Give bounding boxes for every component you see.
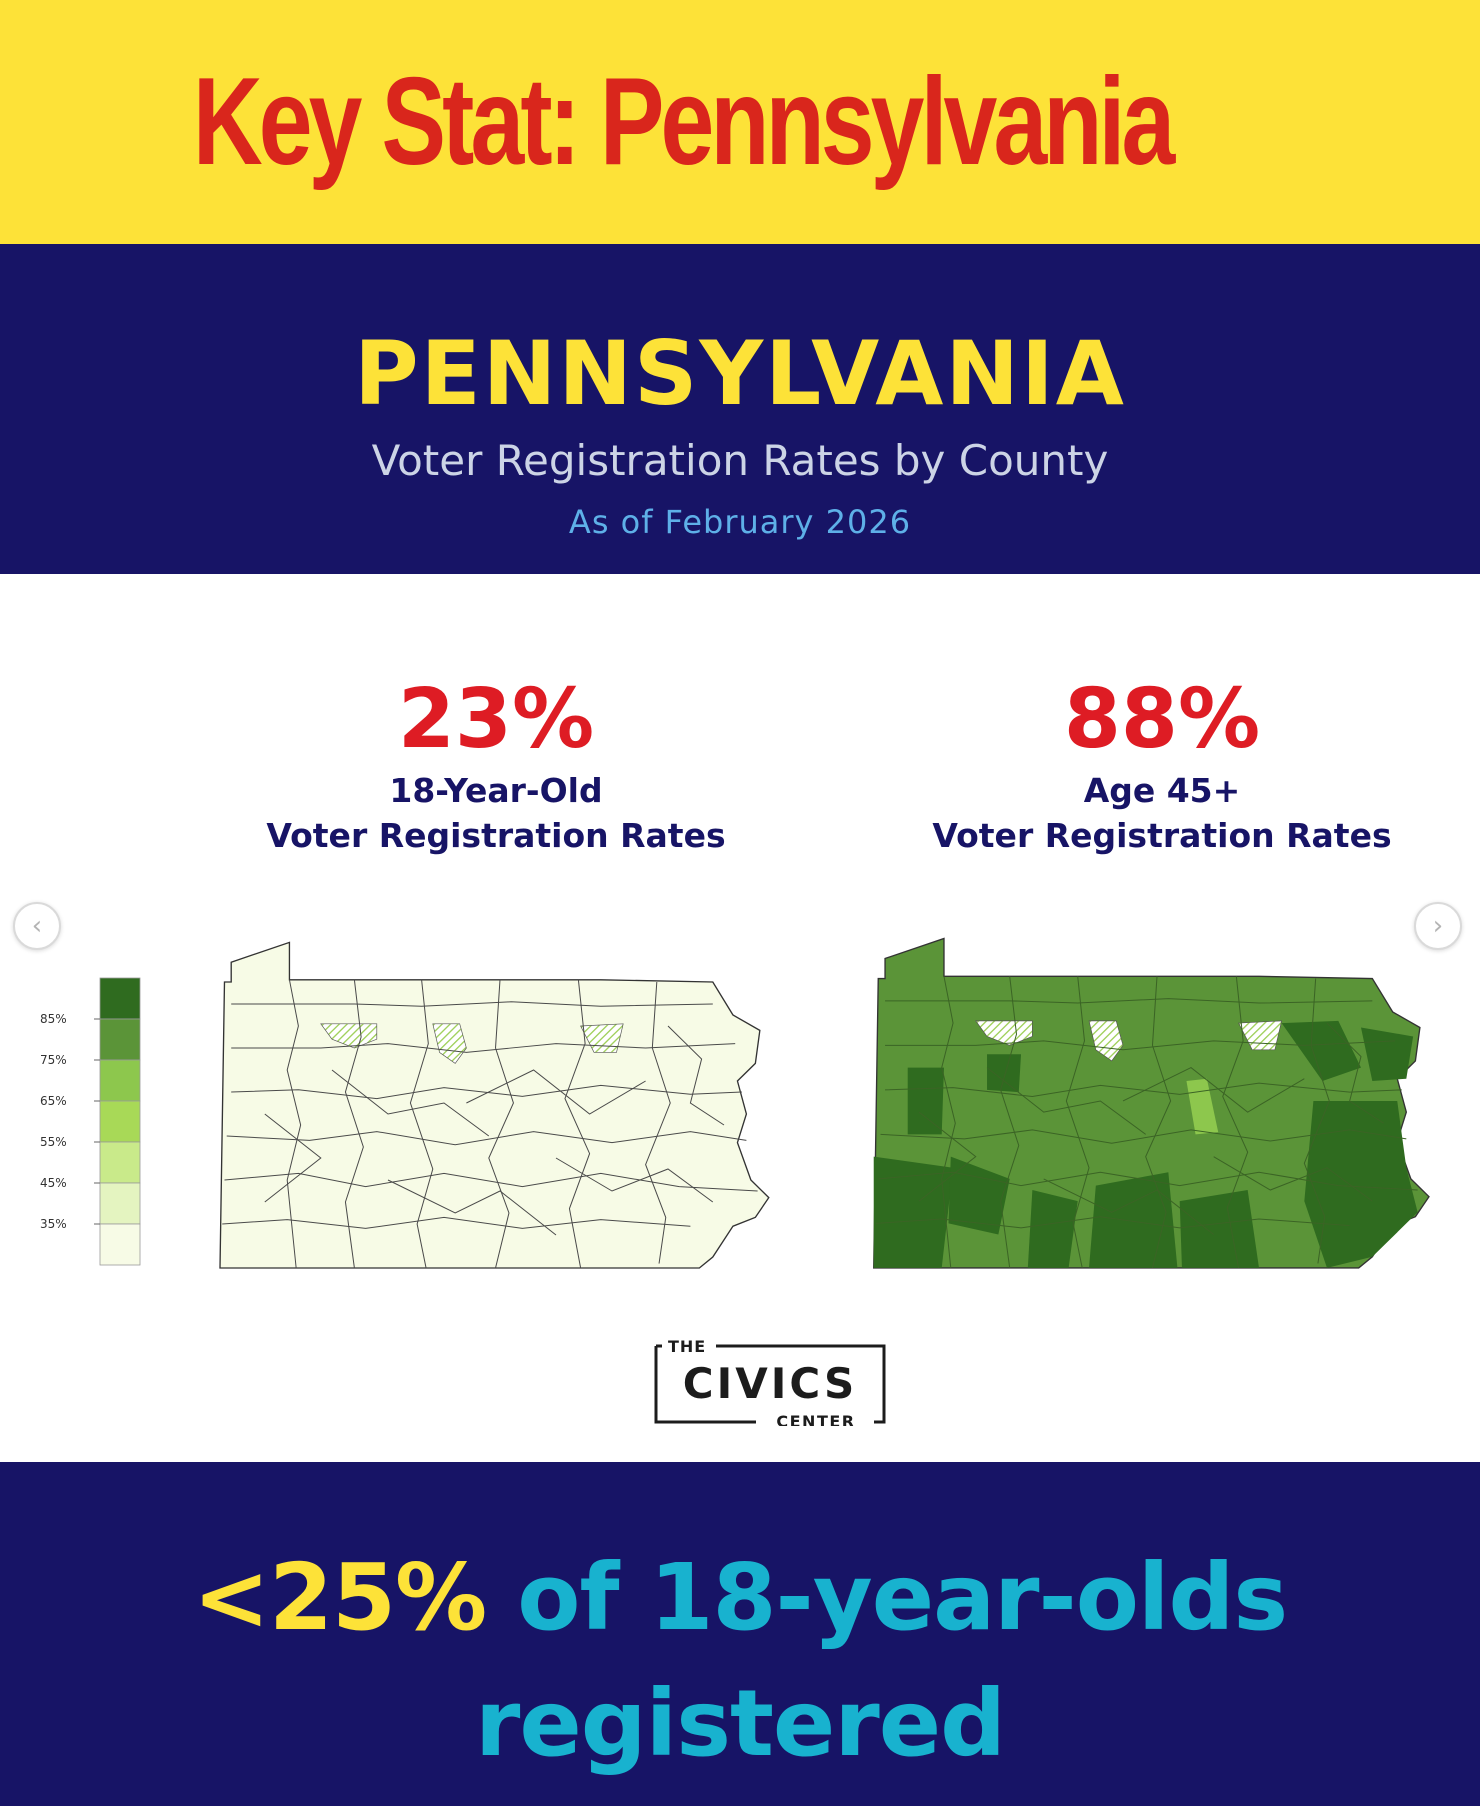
county-border xyxy=(1043,1178,1214,1235)
stat-label-line2: Voter Registration Rates xyxy=(266,816,726,855)
county-region xyxy=(1179,1190,1259,1268)
state-outline xyxy=(219,941,770,1269)
county-border xyxy=(264,1113,322,1203)
county-region xyxy=(948,1156,1010,1235)
county-border xyxy=(331,1069,490,1137)
chevron-left-icon: ‹ xyxy=(31,911,43,941)
stat-18-year-old: 23% 18-Year-Old Voter Registration Rates xyxy=(186,672,806,858)
bottom-band: <25% of 18-year-olds registered xyxy=(0,1462,1480,1806)
legend-tick-label: 35% xyxy=(40,1217,67,1231)
legend-scale xyxy=(94,977,141,1266)
county-border xyxy=(231,1001,713,1007)
county-border xyxy=(1000,976,1020,1268)
carousel-prev-button[interactable]: ‹ xyxy=(13,902,61,950)
map-18-year-old xyxy=(219,941,770,1269)
carousel-next-button[interactable]: › xyxy=(1414,902,1462,950)
county-region xyxy=(987,1054,1022,1093)
stat-value: 23% xyxy=(397,672,595,767)
county-region xyxy=(1089,1172,1178,1268)
stat-label-line1: Age 45+ xyxy=(1083,771,1241,810)
county-border xyxy=(885,1040,1396,1051)
county-border xyxy=(885,1082,1402,1098)
county-border xyxy=(1326,1022,1384,1124)
bottom-message-line2: registered xyxy=(475,1670,1006,1777)
county-no-data xyxy=(1088,1020,1124,1062)
legend-swatch xyxy=(99,977,141,1020)
county-border xyxy=(1213,1156,1373,1202)
county-border xyxy=(409,979,434,1269)
legend-swatch xyxy=(99,1059,141,1102)
county-region xyxy=(873,1156,954,1268)
map-age-45-plus xyxy=(873,937,1430,1269)
county-region xyxy=(1027,1190,1078,1268)
county-border xyxy=(224,1172,758,1192)
county-border xyxy=(667,1025,725,1126)
top-banner: Key Stat: Pennsylvania xyxy=(0,0,1480,244)
county-border xyxy=(344,979,364,1269)
county-border xyxy=(1145,976,1172,1269)
stat-age-45-plus: 88% Age 45+ Voter Registration Rates xyxy=(852,672,1472,858)
county-border xyxy=(466,1069,646,1115)
map-subtitle: Voter Registration Rates by County xyxy=(371,436,1109,485)
county-border xyxy=(231,1043,736,1053)
county-border xyxy=(880,1129,1407,1144)
state-title: PENNSYLVANIA xyxy=(354,322,1126,425)
county-region xyxy=(1360,1027,1414,1081)
page-headline: Key Stat: Pennsylvania xyxy=(192,53,1175,191)
county-region xyxy=(1281,1020,1361,1081)
county-border xyxy=(231,1084,742,1100)
legend-swatch xyxy=(99,1141,141,1184)
legend-swatch xyxy=(99,1018,141,1061)
legend-tick-label: 75% xyxy=(40,1053,67,1067)
county-border xyxy=(226,1131,747,1146)
legend-tick-label: 65% xyxy=(40,1094,67,1108)
as-of-date: As of February 2026 xyxy=(568,503,912,541)
county-region xyxy=(1304,1100,1418,1268)
county-border xyxy=(885,998,1373,1004)
logo-center: CENTER xyxy=(776,1412,855,1426)
county-border xyxy=(1303,978,1330,1264)
logo-name: CIVICS xyxy=(683,1359,857,1408)
bottom-message-line1: <25% of 18-year-olds xyxy=(0,1540,1480,1656)
county-border xyxy=(918,1111,977,1202)
county-border xyxy=(645,981,671,1264)
legend-tick-label: 55% xyxy=(40,1135,67,1149)
stat-label-line2: Voter Registration Rates xyxy=(932,816,1392,855)
bottom-highlight: <25% xyxy=(192,1544,487,1651)
legend-tick-label: 85% xyxy=(40,1012,67,1026)
county-border xyxy=(222,1216,691,1229)
legend-tick-label: 45% xyxy=(40,1176,67,1190)
county-border xyxy=(564,979,591,1269)
legend-swatch xyxy=(99,1182,141,1225)
chevron-right-icon: › xyxy=(1432,911,1444,941)
county-no-data xyxy=(975,1020,1033,1046)
civics-center-logo: THE CIVICS CENTER xyxy=(652,1336,888,1431)
county-border xyxy=(1122,1067,1305,1113)
county-border xyxy=(488,979,514,1269)
bottom-rest: of 18-year-olds xyxy=(486,1544,1288,1651)
logo-mark: THE CIVICS CENTER xyxy=(654,1337,886,1431)
county-no-data xyxy=(432,1023,467,1064)
stat-label-line1: 18-Year-Old xyxy=(389,771,603,810)
county-border xyxy=(1065,976,1090,1269)
county-border xyxy=(387,1179,557,1236)
title-band: PENNSYLVANIA Voter Registration Rates by… xyxy=(0,244,1480,574)
stat-value: 88% xyxy=(1063,672,1261,767)
county-border xyxy=(286,979,302,1269)
logo-the: THE xyxy=(668,1337,706,1356)
county-border xyxy=(878,1171,1418,1191)
county-border xyxy=(1222,976,1249,1269)
legend-swatch xyxy=(99,1223,141,1266)
county-border xyxy=(986,1067,1146,1135)
county-border xyxy=(555,1157,714,1203)
county-border xyxy=(875,1216,1350,1229)
county-no-data xyxy=(320,1023,378,1049)
county-region xyxy=(907,1067,944,1135)
legend-swatch xyxy=(99,1100,141,1143)
county-border xyxy=(941,976,956,1268)
